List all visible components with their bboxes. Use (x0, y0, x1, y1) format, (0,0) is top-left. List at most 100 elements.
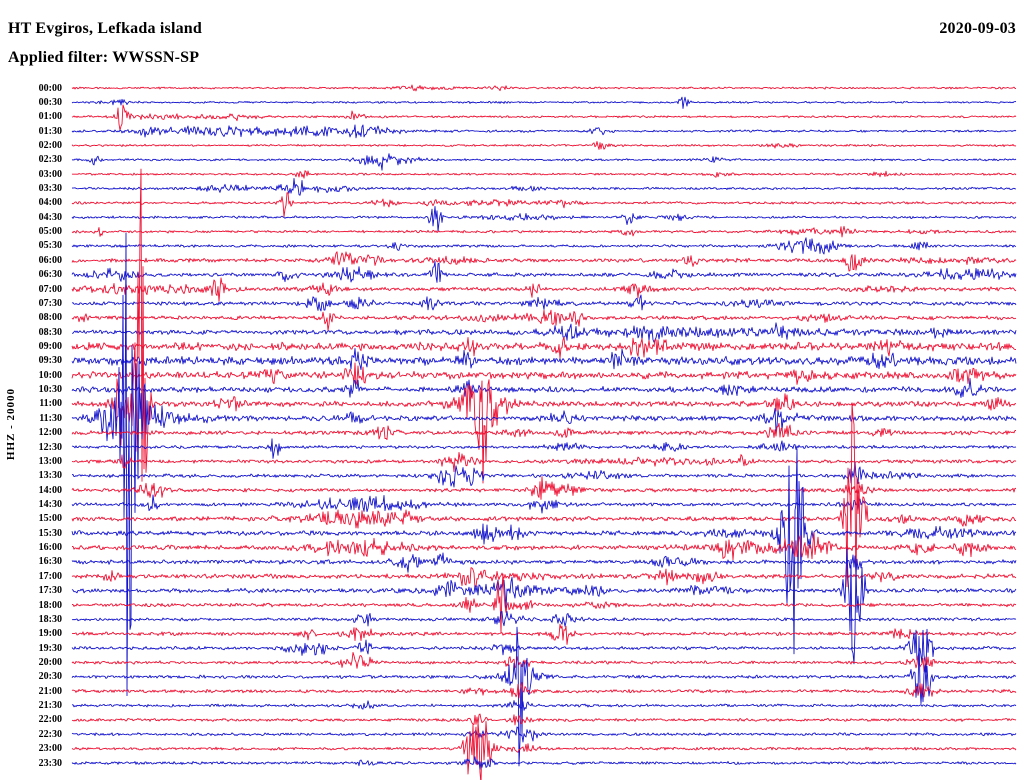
trace-13:00 (71, 451, 1017, 473)
time-label: 09:00 (38, 341, 62, 352)
trace-18:00 (71, 573, 1017, 634)
trace-04:00 (71, 192, 1017, 218)
trace-22:30 (71, 726, 1017, 743)
trace-01:30 (71, 124, 1017, 139)
trace-19:00 (72, 623, 1017, 645)
time-label: 02:00 (38, 139, 62, 151)
trace-07:30 (71, 294, 1017, 312)
time-label: 21:00 (38, 685, 62, 697)
time-label: 11:00 (39, 398, 62, 410)
trace-20:00 (71, 651, 1017, 673)
time-label: 13:00 (38, 455, 62, 467)
trace-01:00 (71, 104, 1017, 131)
time-label: 12:00 (38, 427, 62, 439)
trace-09:00 (71, 336, 1017, 359)
time-label: 19:00 (38, 628, 62, 640)
time-label: 04:00 (38, 197, 62, 209)
time-label: 04:30 (38, 211, 62, 223)
trace-00:00 (71, 84, 1017, 92)
trace-08:00 (71, 309, 1017, 331)
trace-23:30 (71, 756, 1017, 770)
trace-05:00 (71, 225, 1017, 238)
time-label: 19:30 (38, 642, 62, 654)
trace-19:30 (71, 628, 1017, 673)
trace-16:30 (71, 552, 1017, 574)
time-label: 18:30 (38, 613, 62, 625)
time-label: 03:00 (38, 168, 62, 180)
trace-11:30 (71, 232, 1017, 697)
time-label: 17:00 (38, 570, 62, 582)
time-label: 07:30 (38, 297, 62, 309)
time-label: 09:30 (38, 355, 62, 367)
trace-21:30 (71, 700, 1017, 711)
time-label: 05:30 (38, 240, 62, 252)
trace-15:30 (71, 448, 1017, 655)
trace-02:00 (71, 141, 1017, 150)
time-label: 18:00 (38, 599, 62, 611)
trace-06:30 (71, 261, 1017, 283)
time-label: 10:30 (38, 384, 62, 396)
trace-20:30 (71, 626, 1017, 767)
trace-12:00 (71, 422, 1016, 441)
trace-13:30 (71, 461, 1017, 488)
time-label: 15:00 (38, 513, 62, 525)
date-label: 2020-09-03 (939, 20, 1016, 37)
time-label: 22:00 (38, 714, 62, 726)
trace-06:00 (71, 251, 1017, 272)
time-label: 12:30 (38, 441, 62, 453)
time-label: 16:30 (38, 556, 62, 568)
trace-15:00 (71, 402, 1017, 592)
trace-08:30 (71, 322, 1017, 343)
time-label: 03:30 (38, 183, 62, 195)
time-label: 20:00 (38, 656, 62, 668)
time-label: 08:30 (38, 326, 62, 338)
time-label: 06:00 (38, 254, 62, 266)
time-label: 00:30 (38, 96, 62, 108)
trace-18:30 (71, 611, 1017, 627)
trace-21:00 (71, 682, 1017, 699)
trace-22:00 (71, 713, 1017, 726)
time-label: 06:30 (38, 269, 62, 281)
time-label: 02:30 (38, 154, 62, 166)
time-label: 05:00 (38, 226, 62, 238)
trace-09:30 (71, 348, 1017, 371)
time-label: 08:00 (38, 312, 62, 324)
time-label: 17:30 (38, 585, 62, 597)
trace-05:30 (71, 237, 1017, 255)
trace-12:30 (71, 438, 1017, 459)
trace-17:00 (71, 567, 1017, 589)
time-label: 07:00 (38, 283, 62, 295)
time-label: 23:00 (38, 743, 62, 755)
trace-03:00 (71, 170, 1017, 179)
trace-03:30 (71, 177, 1017, 196)
time-label: 01:30 (38, 125, 62, 137)
trace-14:30 (71, 494, 1017, 514)
time-label: 00:00 (38, 82, 62, 94)
trace-07:00 (71, 277, 1017, 302)
time-label: 10:00 (38, 369, 62, 381)
time-label: 21:30 (38, 700, 62, 712)
trace-17:30 (71, 548, 1017, 665)
trace-04:30 (71, 206, 1017, 233)
time-label: 20:30 (38, 671, 62, 683)
trace-16:00 (71, 532, 1017, 561)
time-label: 14:00 (38, 484, 62, 496)
trace-10:30 (71, 378, 1017, 398)
time-label: 16:00 (38, 542, 62, 554)
trace-10:00 (71, 362, 1017, 386)
time-label: 13:30 (38, 470, 62, 482)
trace-00:30 (71, 96, 1017, 109)
time-label: 01:00 (38, 111, 62, 123)
trace-23:00 (71, 720, 1017, 780)
trace-14:00 (71, 476, 1017, 500)
filter-label: Applied filter: WWSSN-SP (8, 49, 200, 66)
time-label: 11:30 (39, 412, 62, 424)
trace-11:00 (71, 168, 1017, 484)
station-title: HT Evgiros, Lefkada island (8, 20, 202, 37)
trace-02:30 (71, 153, 1017, 171)
time-label: 15:30 (38, 527, 62, 539)
time-label: 22:30 (38, 728, 62, 740)
time-label: 23:30 (38, 757, 62, 769)
